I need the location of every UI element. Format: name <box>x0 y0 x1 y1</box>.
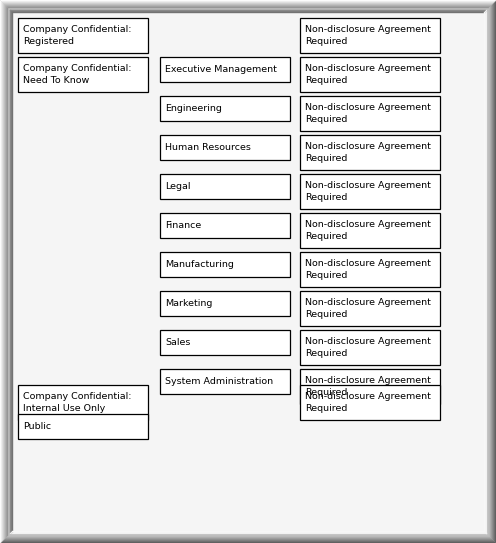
Text: Non-disclosure Agreement
Required: Non-disclosure Agreement Required <box>305 337 431 357</box>
Text: Marketing: Marketing <box>165 299 212 308</box>
Text: System Administration: System Administration <box>165 377 273 386</box>
Text: Public: Public <box>23 422 51 431</box>
Bar <box>300 252 440 287</box>
Text: Finance: Finance <box>165 221 201 230</box>
Text: Non-disclosure Agreement
Required: Non-disclosure Agreement Required <box>305 142 431 162</box>
Text: Company Confidential:
Need To Know: Company Confidential: Need To Know <box>23 65 131 85</box>
Bar <box>300 385 440 420</box>
Text: Sales: Sales <box>165 338 190 347</box>
Bar <box>160 291 290 316</box>
Text: Human Resources: Human Resources <box>165 143 251 152</box>
Bar <box>300 135 440 170</box>
Text: Non-disclosure Agreement
Required: Non-disclosure Agreement Required <box>305 393 431 413</box>
Bar <box>300 96 440 131</box>
Bar <box>300 18 440 53</box>
Bar <box>300 291 440 326</box>
Bar <box>18 385 148 420</box>
Text: Legal: Legal <box>165 182 190 191</box>
Text: Manufacturing: Manufacturing <box>165 260 234 269</box>
Bar <box>160 135 290 160</box>
Bar <box>160 213 290 238</box>
Bar <box>300 174 440 209</box>
Text: Non-disclosure Agreement
Required: Non-disclosure Agreement Required <box>305 65 431 85</box>
Bar <box>160 57 290 82</box>
Text: Company Confidential:
Registered: Company Confidential: Registered <box>23 26 131 46</box>
Text: Non-disclosure Agreement
Required: Non-disclosure Agreement Required <box>305 104 431 124</box>
Bar <box>160 252 290 277</box>
Text: Non-disclosure Agreement
Required: Non-disclosure Agreement Required <box>305 299 431 319</box>
Bar <box>300 330 440 365</box>
Bar <box>300 213 440 248</box>
Text: Company Confidential:
Internal Use Only: Company Confidential: Internal Use Only <box>23 393 131 413</box>
Bar <box>18 414 148 439</box>
Bar <box>160 174 290 199</box>
Text: Non-disclosure Agreement
Required: Non-disclosure Agreement Required <box>305 260 431 280</box>
Bar <box>160 369 290 394</box>
Text: Non-disclosure Agreement
Required: Non-disclosure Agreement Required <box>305 181 431 201</box>
Bar <box>160 96 290 121</box>
Text: Non-disclosure Agreement
Required: Non-disclosure Agreement Required <box>305 220 431 241</box>
Bar <box>300 369 440 404</box>
Bar <box>18 57 148 92</box>
Text: Engineering: Engineering <box>165 104 222 113</box>
Bar <box>160 330 290 355</box>
Text: Non-disclosure Agreement
Required: Non-disclosure Agreement Required <box>305 26 431 46</box>
Bar <box>300 57 440 92</box>
Text: Executive Management: Executive Management <box>165 65 277 74</box>
Text: Non-disclosure Agreement
Required: Non-disclosure Agreement Required <box>305 376 431 396</box>
Bar <box>18 18 148 53</box>
